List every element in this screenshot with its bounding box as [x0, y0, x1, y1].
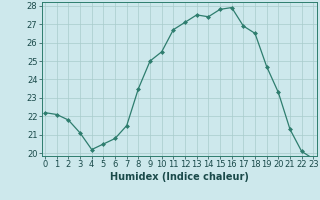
X-axis label: Humidex (Indice chaleur): Humidex (Indice chaleur) [110, 172, 249, 182]
